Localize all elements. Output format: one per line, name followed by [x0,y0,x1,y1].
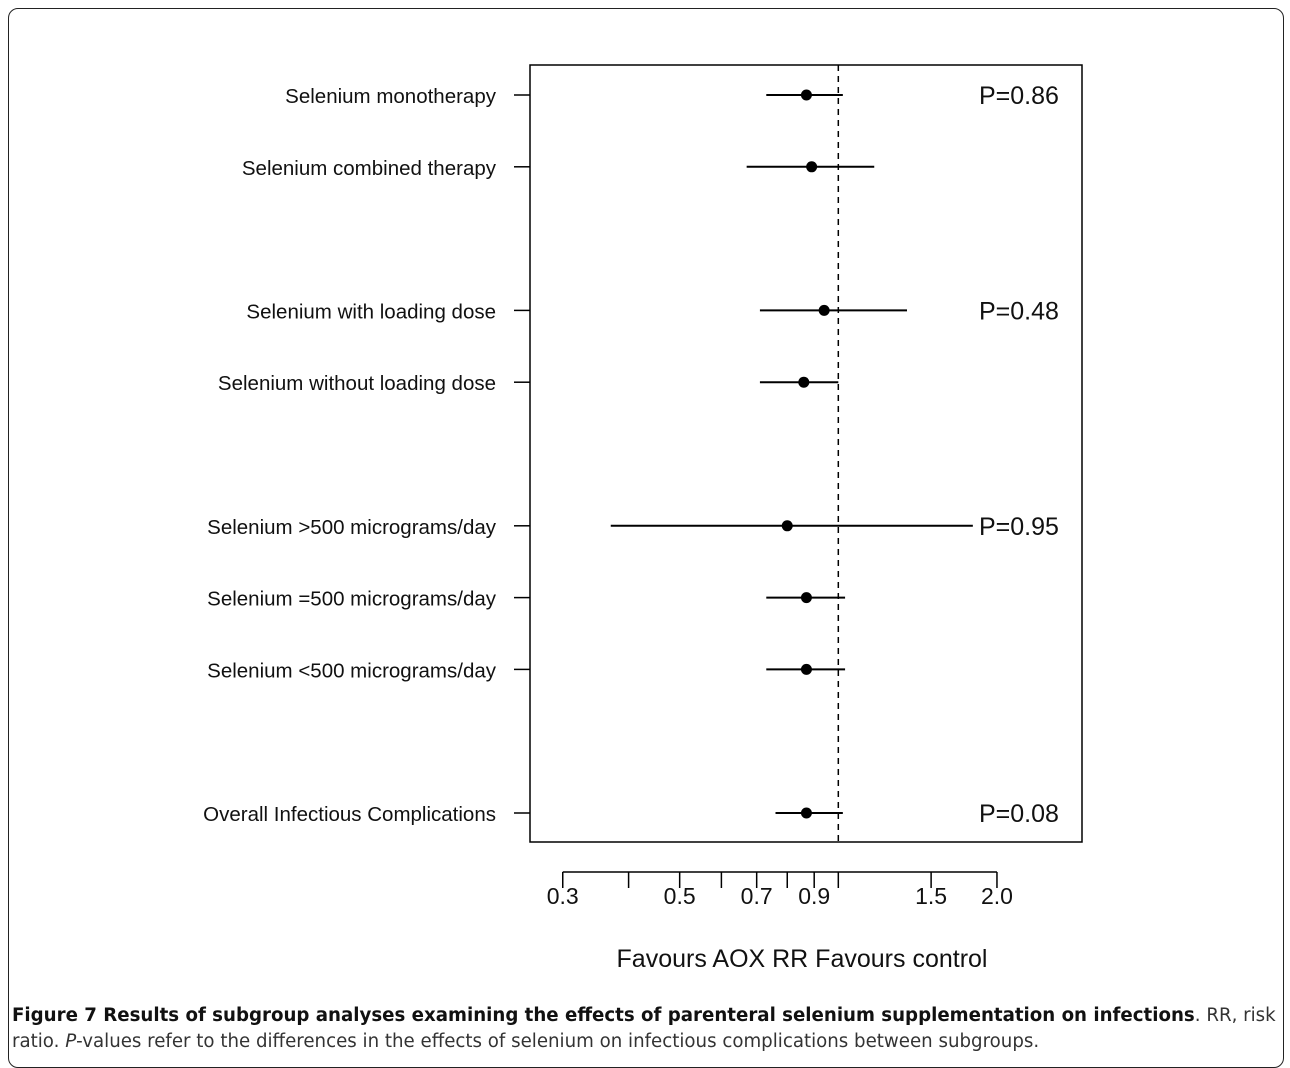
point-estimate [818,304,830,316]
point-estimate [800,807,812,819]
row-label: Selenium combined therapy [242,157,497,180]
forest-plot: Selenium monotherapy Selenium combined th… [203,64,1083,973]
point-estimate [806,161,818,173]
row-label: Selenium without loading dose [218,372,496,395]
point-estimate [800,592,812,604]
row-label: Selenium >500 micrograms/day [207,516,497,539]
row-label: Selenium =500 micrograms/day [207,588,497,611]
x-tick-label: 0.7 [741,883,773,909]
x-tick-label: 1.5 [915,883,947,909]
x-tick-label: 2.0 [981,883,1013,909]
caption-text-2: -values refer to the differences in the … [76,1031,1040,1052]
x-axis-label: Favours AOX RR Favours control [617,945,988,973]
p-value-label: P=0.95 [979,513,1059,541]
row-label: Selenium with loading dose [246,300,496,323]
p-value-label: P=0.86 [979,82,1059,110]
point-estimate [800,89,812,101]
caption-text-1: . RR, risk ratio. [12,1005,1276,1052]
x-tick-label: 0.3 [547,883,579,909]
x-tick-label: 0.5 [664,883,696,909]
point-estimate [798,376,810,388]
x-tick-label: 0.9 [798,883,830,909]
figure-caption: Figure 7 Results of subgroup analyses ex… [12,1003,1280,1055]
point-estimate [781,520,793,532]
caption-italic-p: P [65,1031,77,1052]
plot-box [529,64,1083,843]
point-estimate [800,663,812,675]
row-label: Overall Infectious Complications [203,803,496,826]
p-value-label: P=0.08 [979,800,1059,828]
row-label: Selenium monotherapy [285,85,497,108]
p-value-label: P=0.48 [979,297,1059,325]
caption-title: Figure 7 Results of subgroup analyses ex… [12,1005,1195,1026]
row-label: Selenium <500 micrograms/day [207,659,497,682]
